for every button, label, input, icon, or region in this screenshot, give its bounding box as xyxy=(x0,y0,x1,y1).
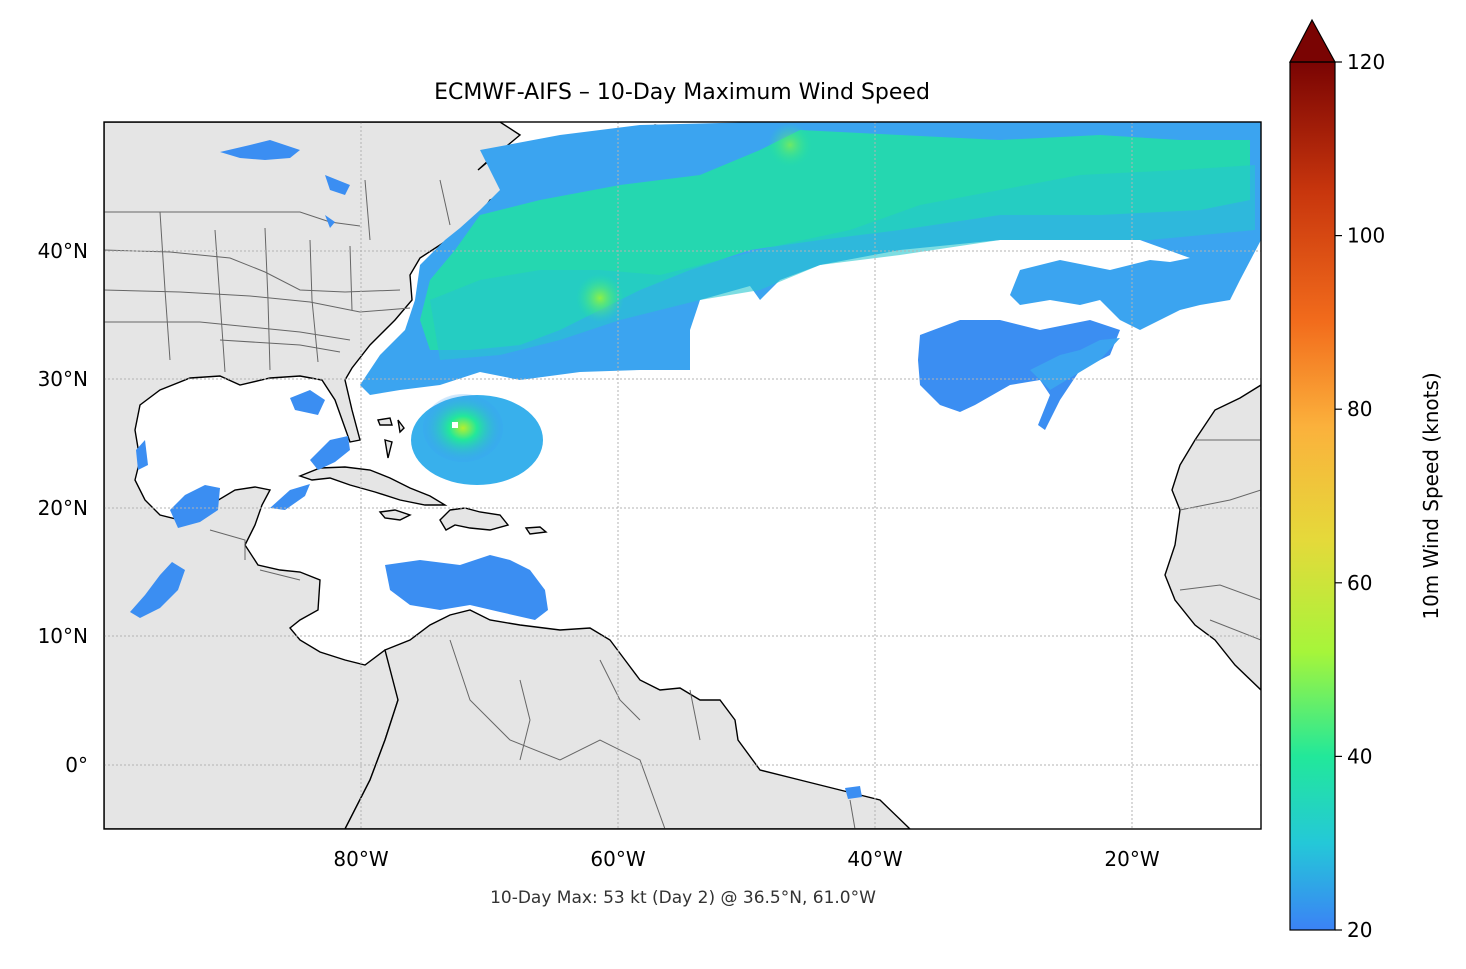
lon-tick-labels: 80°W 60°W 40°W 20°W xyxy=(333,847,1159,871)
south-america-landmass xyxy=(344,609,912,829)
wind-swath-teal-band xyxy=(430,165,1255,360)
lon-tick-label: 40°W xyxy=(847,847,902,871)
lon-tick-label: 80°W xyxy=(333,847,388,871)
wind-speed-field xyxy=(130,122,1261,799)
storm-eye xyxy=(452,422,458,428)
wind-swath-gulf-west xyxy=(136,440,148,470)
map-frame xyxy=(103,121,1262,830)
wind-swath-gulf-north xyxy=(290,390,325,415)
gridlines xyxy=(104,122,1261,829)
wind-max-hotspot xyxy=(576,274,624,322)
jamaica-landmass xyxy=(378,509,412,521)
lat-tick-label: 0° xyxy=(65,753,88,777)
wind-swath-caribbean xyxy=(385,555,548,620)
colorbar: 20 40 60 80 100 120 10m Wind Speed (knots) xyxy=(1289,18,1443,942)
colorbar-label: 10m Wind Speed (knots) xyxy=(1419,372,1443,619)
wind-swath-equatorial xyxy=(845,786,862,799)
state-borders xyxy=(104,179,1261,829)
lat-tick-label: 10°N xyxy=(38,624,88,648)
max-wind-note: 10-Day Max: 53 kt (Day 2) @ 36.5°N, 61.0… xyxy=(490,888,876,908)
lat-tick-labels: 40°N 30°N 20°N 10°N 0° xyxy=(38,239,88,777)
colorbar-gradient xyxy=(1290,62,1335,930)
colorbar-ticks: 20 40 60 80 100 120 xyxy=(1335,50,1385,942)
wind-swath-yucatan xyxy=(270,484,310,510)
lat-tick-label: 40°N xyxy=(38,239,88,263)
bahamas-storm-core xyxy=(423,394,503,462)
colorbar-tick-label: 20 xyxy=(1347,918,1372,942)
puerto-rico-landmass xyxy=(524,526,548,535)
colorbar-tick-label: 120 xyxy=(1347,50,1385,74)
cuba-landmass xyxy=(297,466,448,506)
wind-swath-great-lakes xyxy=(220,140,350,228)
wind-swath-gulf-east xyxy=(310,436,350,470)
wind-hotspot-north xyxy=(768,123,812,167)
africa-landmass xyxy=(1164,384,1261,691)
lon-tick-label: 60°W xyxy=(590,847,645,871)
colorbar-extend-arrow xyxy=(1289,18,1337,63)
colorbar-tick-label: 40 xyxy=(1347,744,1372,768)
bahamas-landmass xyxy=(377,417,405,459)
lat-tick-label: 20°N xyxy=(38,496,88,520)
map-panel xyxy=(104,122,1261,829)
colorbar-tick-label: 100 xyxy=(1347,224,1385,248)
lat-tick-label: 30°N xyxy=(38,367,88,391)
colorbar-tick-label: 60 xyxy=(1347,571,1372,595)
colorbar-tick-label: 80 xyxy=(1347,397,1372,421)
wind-swath-mid-atlantic xyxy=(918,320,1120,430)
hispaniola-landmass xyxy=(439,507,510,531)
colorbar-frame xyxy=(1289,61,1336,931)
wind-swath-tongue xyxy=(1030,338,1120,390)
wind-swath-tehuantepec xyxy=(130,562,185,618)
map-title: ECMWF-AIFS – 10-Day Maximum Wind Speed xyxy=(434,80,930,105)
wind-swath-campeche xyxy=(170,485,220,528)
lon-tick-label: 20°W xyxy=(1104,847,1159,871)
